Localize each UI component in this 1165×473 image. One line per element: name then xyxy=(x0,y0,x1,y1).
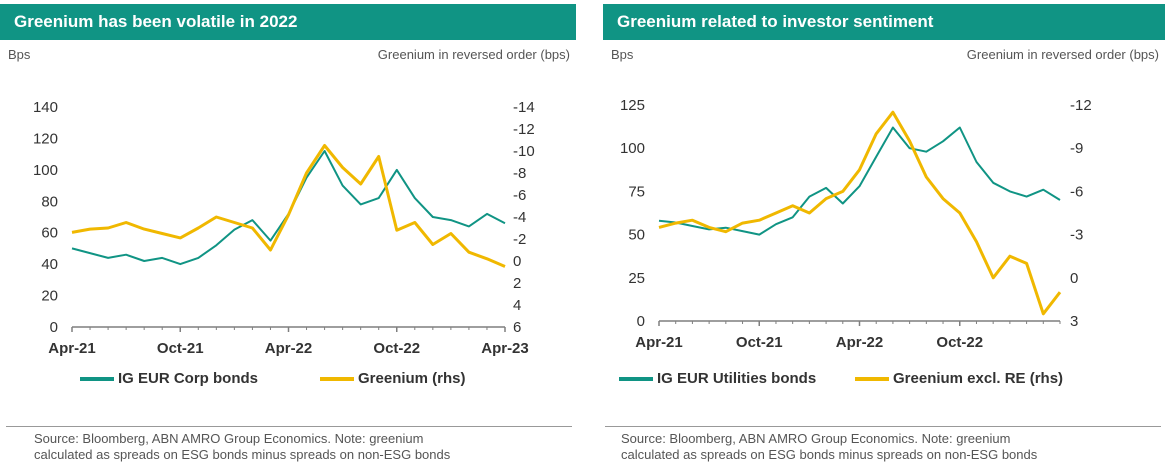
left-axis-unit: Bps xyxy=(611,47,634,62)
divider xyxy=(6,426,572,427)
left-chart-panel: Greenium has been volatile in 2022 Bps G… xyxy=(0,0,576,473)
y2-tick-label: -2 xyxy=(513,231,526,248)
source-note: Source: Bloomberg, ABN AMRO Group Econom… xyxy=(621,431,1037,463)
source-line-1: Source: Bloomberg, ABN AMRO Group Econom… xyxy=(621,431,1011,446)
legend-label: IG EUR Corp bonds xyxy=(118,370,258,387)
chart-title: Greenium has been volatile in 2022 xyxy=(0,4,576,40)
legend-item-greenium-excl-re: Greenium excl. RE (rhs) xyxy=(855,370,1063,387)
x-tick-label: Apr-22 xyxy=(836,334,884,351)
y2-tick-label: 4 xyxy=(513,297,521,314)
y-tick-label: 60 xyxy=(41,225,58,242)
source-line-2: calculated as spreads on ESG bonds minus… xyxy=(621,447,1038,462)
y2-tick-label: -10 xyxy=(513,143,535,160)
y2-tick-label: 6 xyxy=(513,319,521,336)
y2-tick-label: 0 xyxy=(513,253,521,270)
legend-label: Greenium excl. RE (rhs) xyxy=(893,370,1064,387)
left-axis-unit: Bps xyxy=(8,47,31,62)
legend-swatch-teal xyxy=(619,376,653,381)
source-line-2: calculated as spreads on ESG bonds minus… xyxy=(34,447,451,462)
y-tick-label: 50 xyxy=(628,227,645,244)
source-line-1: Source: Bloomberg, ABN AMRO Group Econom… xyxy=(34,431,424,446)
x-tick-label: Apr-22 xyxy=(265,340,313,357)
y2-tick-label: -14 xyxy=(513,99,535,116)
y-tick-label: 75 xyxy=(628,183,645,200)
legend-swatch-gold xyxy=(855,376,889,381)
legend-label: Greenium (rhs) xyxy=(358,370,466,387)
right-axis-unit: Greenium in reversed order (bps) xyxy=(966,47,1159,62)
line-chart: Apr-21 Oct-21 Apr-22 Oct-22 Apr-230204060801… xyxy=(33,99,535,357)
y2-tick-label: 2 xyxy=(513,275,521,292)
source-note: Source: Bloomberg, ABN AMRO Group Econom… xyxy=(34,431,450,463)
y2-tick-label: 3 xyxy=(1070,313,1078,330)
y2-tick-label: -8 xyxy=(513,165,526,182)
legend-item-corp: IG EUR Corp bonds xyxy=(80,370,258,387)
y-tick-label: 125 xyxy=(620,97,645,114)
x-tick-label: Apr-23 xyxy=(481,340,529,357)
legend-swatch-teal xyxy=(80,376,114,381)
y-tick-label: 40 xyxy=(41,256,58,273)
series-line-teal xyxy=(71,150,506,266)
y-tick-label: 20 xyxy=(41,288,58,305)
x-tick-label: Oct-22 xyxy=(936,334,983,351)
y-tick-label: 100 xyxy=(620,140,645,157)
series-line-gold xyxy=(658,110,1062,316)
x-tick-label: Oct-22 xyxy=(373,340,420,357)
y-tick-label: 0 xyxy=(637,313,645,330)
y2-tick-label: 0 xyxy=(1070,270,1078,287)
legend-item-greenium: Greenium (rhs) xyxy=(320,370,466,387)
x-tick-label: Oct-21 xyxy=(157,340,204,357)
x-tick-label: Apr-21 xyxy=(48,340,96,357)
legend-label: IG EUR Utilities bonds xyxy=(657,370,817,387)
line-chart: Apr-21 Oct-21 Apr-22 Oct-22 0 25 50 75 100 125 3 0 -… xyxy=(620,97,1092,351)
right-axis-unit: Greenium in reversed order (bps) xyxy=(377,47,570,62)
y2-tick-label: -6 xyxy=(1070,183,1083,200)
y-tick-label: 120 xyxy=(33,130,58,147)
y-tick-label: 100 xyxy=(33,162,58,179)
x-tick-label: Apr-21 xyxy=(635,334,683,351)
chart-title: Greenium related to investor sentiment xyxy=(603,4,1165,40)
right-chart-panel: Greenium related to investor sentiment B… xyxy=(603,0,1165,473)
y2-tick-label: -12 xyxy=(513,121,535,138)
y-tick-label: 0 xyxy=(50,319,58,336)
divider xyxy=(605,426,1161,427)
y2-tick-label: -12 xyxy=(1070,97,1092,114)
y2-tick-label: -6 xyxy=(513,187,526,204)
y-tick-label: 140 xyxy=(33,99,58,116)
y2-tick-label: -4 xyxy=(513,209,526,226)
legend-item-utilities: IG EUR Utilities bonds xyxy=(619,370,816,387)
y2-tick-label: -9 xyxy=(1070,140,1083,157)
y-tick-label: 25 xyxy=(628,270,645,287)
y-tick-label: 80 xyxy=(41,193,58,210)
series-line-teal xyxy=(658,126,1061,236)
series-line-gold xyxy=(71,144,506,268)
x-tick-label: Oct-21 xyxy=(736,334,783,351)
legend-swatch-gold xyxy=(320,376,354,381)
y2-tick-label: -3 xyxy=(1070,227,1083,244)
